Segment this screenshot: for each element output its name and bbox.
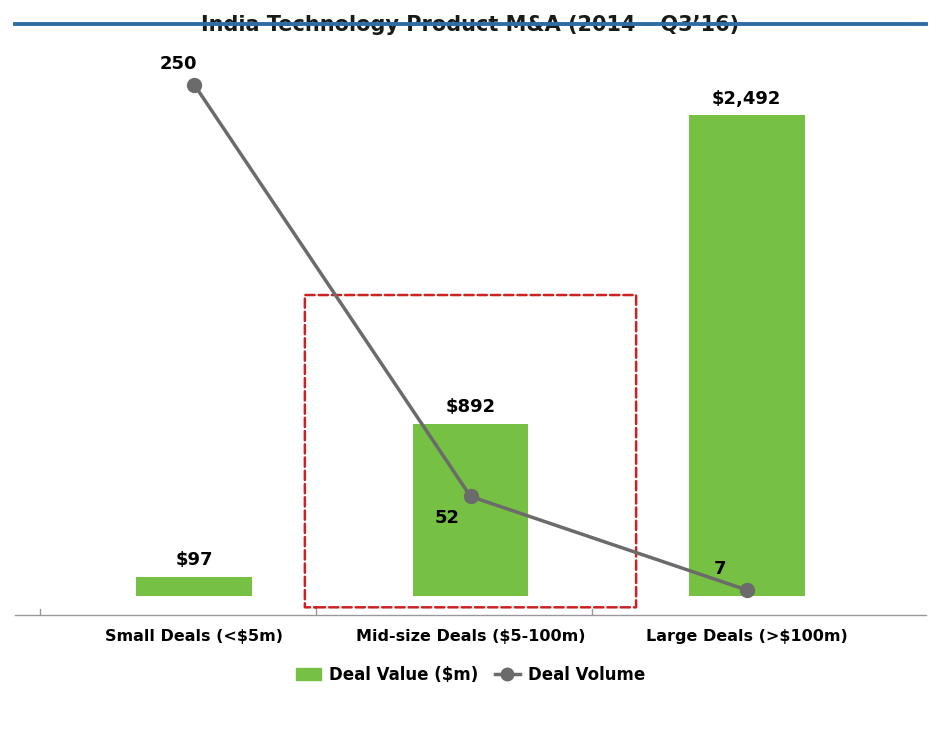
- Text: $2,492: $2,492: [712, 90, 781, 108]
- Bar: [412, 424, 529, 596]
- Text: 7: 7: [713, 560, 726, 578]
- Text: 52: 52: [435, 509, 459, 527]
- Legend: Deal Value ($m), Deal Volume: Deal Value ($m), Deal Volume: [289, 659, 652, 691]
- Title: India Technology Product M&A (2014 – Q3’16): India Technology Product M&A (2014 – Q3’…: [201, 15, 740, 35]
- Text: 250: 250: [159, 55, 197, 73]
- Text: $892: $892: [445, 398, 496, 416]
- Bar: [136, 577, 252, 596]
- Text: $97: $97: [176, 551, 214, 569]
- Bar: [689, 115, 805, 596]
